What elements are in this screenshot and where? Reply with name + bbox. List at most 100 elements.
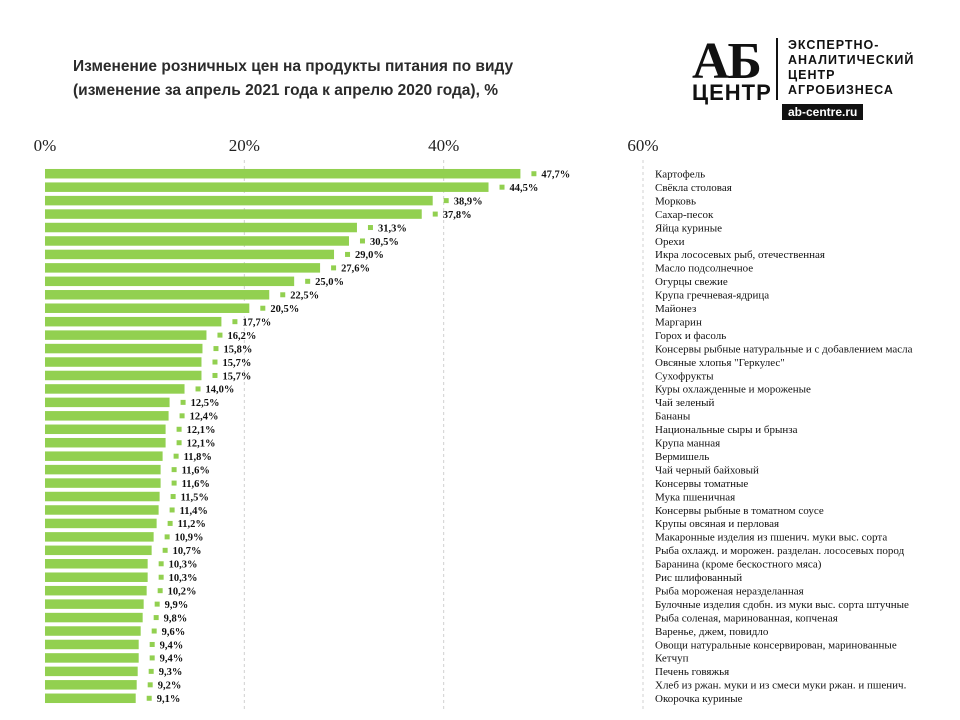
category-label: Рыба мороженая неразделанная (655, 585, 804, 597)
value-marker (499, 184, 505, 190)
value-marker (149, 655, 155, 661)
value-marker (305, 278, 311, 284)
bar (45, 343, 203, 354)
value-marker (167, 520, 173, 526)
value-marker (213, 346, 219, 352)
value-marker (164, 534, 170, 540)
value-label: 9,6% (162, 627, 186, 638)
value-marker (531, 171, 537, 177)
value-label: 20,5% (270, 304, 299, 315)
value-label: 10,9% (175, 533, 204, 544)
category-label: Печень говяжья (655, 666, 729, 678)
bar (45, 585, 147, 596)
category-label: Мука пшеничная (655, 491, 735, 503)
value-marker (280, 292, 286, 298)
value-marker (260, 305, 266, 311)
value-label: 9,2% (158, 681, 182, 692)
bar (45, 222, 357, 233)
value-marker (212, 359, 218, 365)
value-marker (232, 319, 238, 325)
value-marker (443, 198, 449, 204)
value-label: 11,2% (178, 519, 206, 530)
category-label: Чай черный байховый (655, 464, 759, 476)
category-label: Вермишель (655, 451, 709, 463)
bar (45, 411, 169, 421)
value-label: 30,5% (370, 237, 399, 248)
category-label: Варенье, джем, повидло (655, 626, 769, 638)
logo-text: ЭКСПЕРТНО- АНАЛИТИЧЕСКИЙ ЦЕНТР АГРОБИЗНЕ… (788, 38, 914, 98)
category-label: Консервы томатные (655, 478, 748, 490)
logo-text-line-2: АНАЛИТИЧЕСКИЙ (788, 53, 915, 67)
bar (45, 559, 148, 569)
value-marker (170, 494, 176, 500)
bar (45, 263, 321, 273)
value-marker (195, 386, 201, 392)
category-label: Крупы овсяная и перловая (655, 518, 779, 530)
value-label: 12,1% (187, 439, 216, 450)
value-marker (153, 615, 159, 621)
chart-title-line-2: (изменение за апрель 2021 года к апрелю … (73, 82, 498, 99)
value-label: 10,3% (169, 573, 198, 584)
value-marker (162, 547, 168, 553)
category-label: Морковь (655, 195, 696, 207)
chart-title-line-1: Изменение розничных цен на продукты пита… (73, 58, 514, 75)
category-label: Макаронные изделия из пшенич. муки выс. … (655, 532, 887, 544)
bar (45, 505, 159, 515)
category-label: Горох и фасоль (655, 330, 726, 342)
bar (45, 330, 207, 340)
value-marker (169, 507, 175, 513)
value-marker (173, 453, 179, 459)
category-label: Чай зеленый (655, 397, 715, 409)
value-label: 10,3% (169, 560, 198, 571)
brand-logo: АБ ЦЕНТР ЭКСПЕРТНО- АНАЛИТИЧЕСКИЙ ЦЕНТР … (690, 32, 940, 122)
value-label: 10,2% (168, 586, 197, 597)
value-marker (176, 426, 182, 432)
bar (45, 639, 139, 650)
bar (45, 666, 138, 677)
category-label: Крупа манная (655, 438, 720, 450)
value-label: 9,4% (160, 640, 184, 651)
bar (45, 437, 166, 448)
bar (45, 545, 152, 556)
value-marker (179, 413, 185, 419)
value-label: 10,7% (173, 546, 202, 557)
bar (45, 370, 202, 381)
logo-separator (776, 38, 778, 100)
logo-text-line-1: ЭКСПЕРТНО- (788, 38, 880, 52)
value-marker (147, 682, 153, 688)
x-tick-label: 0% (34, 136, 57, 155)
bar (45, 168, 521, 179)
value-label: 9,1% (157, 694, 181, 705)
logo-subtitle: ЦЕНТР (692, 80, 772, 105)
value-label: 38,9% (454, 196, 483, 207)
bar (45, 572, 148, 582)
bar (45, 532, 154, 542)
bar (45, 397, 170, 408)
category-label: Хлеб из ржан. муки и из смеси муки ржан.… (655, 680, 907, 692)
value-label: 12,1% (187, 425, 216, 436)
bar (45, 491, 160, 502)
bar (45, 195, 433, 206)
category-label: Крупа гречневая-ядрица (655, 290, 769, 302)
value-label: 29,0% (355, 250, 384, 261)
value-marker (158, 561, 164, 567)
value-marker (432, 211, 438, 217)
category-label: Булочные изделия сдобн. из муки выс. сор… (655, 599, 909, 611)
value-marker (158, 574, 164, 580)
value-marker (217, 332, 223, 338)
category-label: Картофель (655, 169, 705, 181)
value-label: 37,8% (443, 210, 472, 221)
value-marker (359, 238, 365, 244)
category-label: Кетчуп (655, 653, 689, 665)
x-tick-label: 20% (229, 136, 260, 155)
value-label: 9,3% (159, 667, 183, 678)
bar (45, 464, 161, 475)
bar (45, 290, 270, 300)
value-label: 9,9% (165, 600, 189, 611)
category-label: Рис шлифованный (655, 572, 742, 584)
bar (45, 478, 161, 488)
category-label: Овсяные хлопья "Геркулес" (655, 357, 785, 369)
bar (45, 236, 349, 246)
chart-title: Изменение розничных цен на продукты пита… (73, 55, 593, 103)
